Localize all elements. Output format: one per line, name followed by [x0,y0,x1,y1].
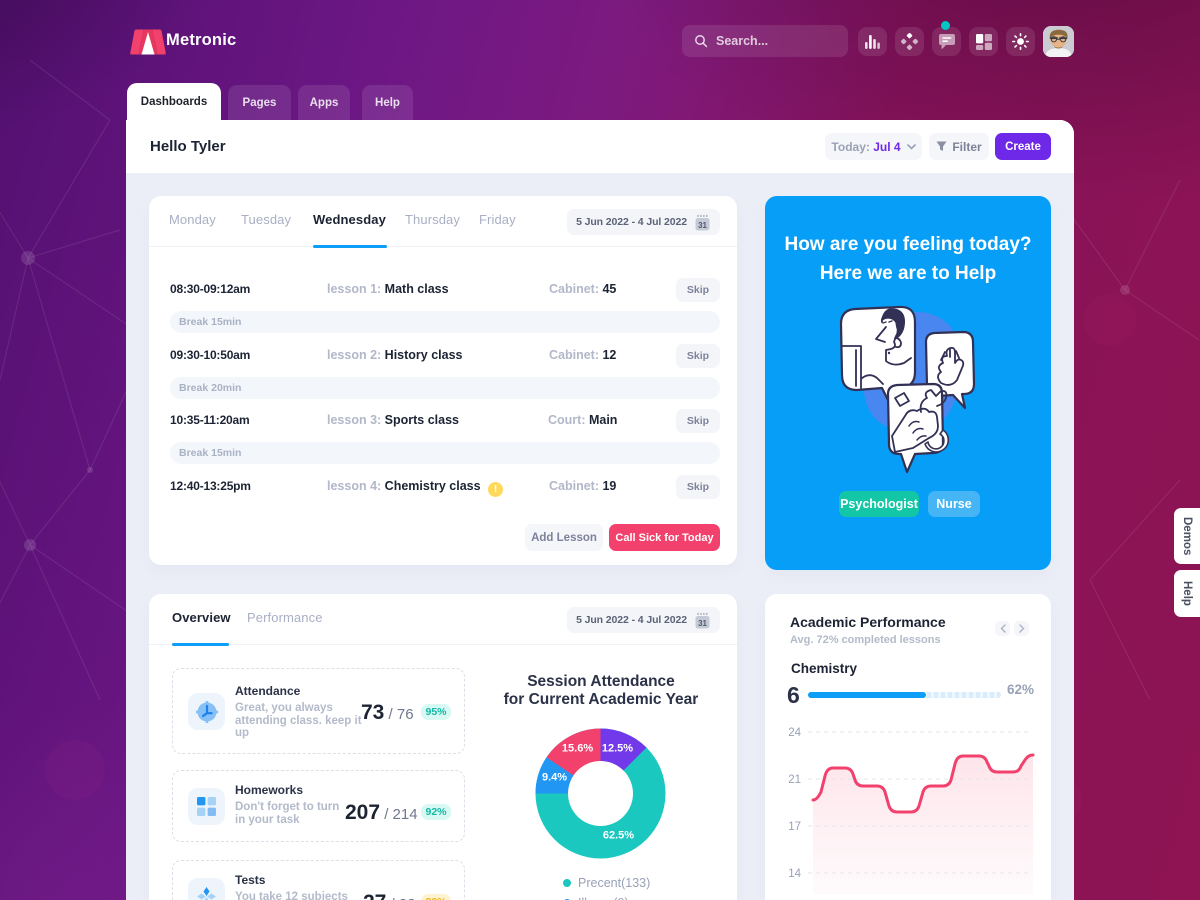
svg-text:31: 31 [698,220,707,229]
svg-text:17: 17 [788,821,801,833]
svg-text:9.4%: 9.4% [542,772,567,784]
svg-text:21: 21 [788,774,801,786]
svg-text:14: 14 [788,868,801,880]
svg-text:31: 31 [698,618,707,627]
svg-text:24: 24 [788,727,801,739]
svg-text:15.6%: 15.6% [562,743,593,755]
svg-text:62.5%: 62.5% [603,830,634,842]
svg-text:12.5%: 12.5% [602,743,633,755]
